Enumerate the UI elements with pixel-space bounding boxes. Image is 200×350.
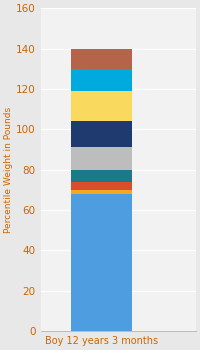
Bar — [71, 190, 132, 194]
Bar — [71, 147, 132, 169]
Y-axis label: Percentile Weight in Pounds: Percentile Weight in Pounds — [4, 106, 13, 233]
Bar — [71, 69, 132, 91]
Bar — [71, 194, 132, 331]
Bar — [71, 182, 132, 190]
Bar — [71, 121, 132, 147]
Bar — [71, 49, 132, 69]
Bar — [71, 91, 132, 121]
Bar — [71, 169, 132, 182]
